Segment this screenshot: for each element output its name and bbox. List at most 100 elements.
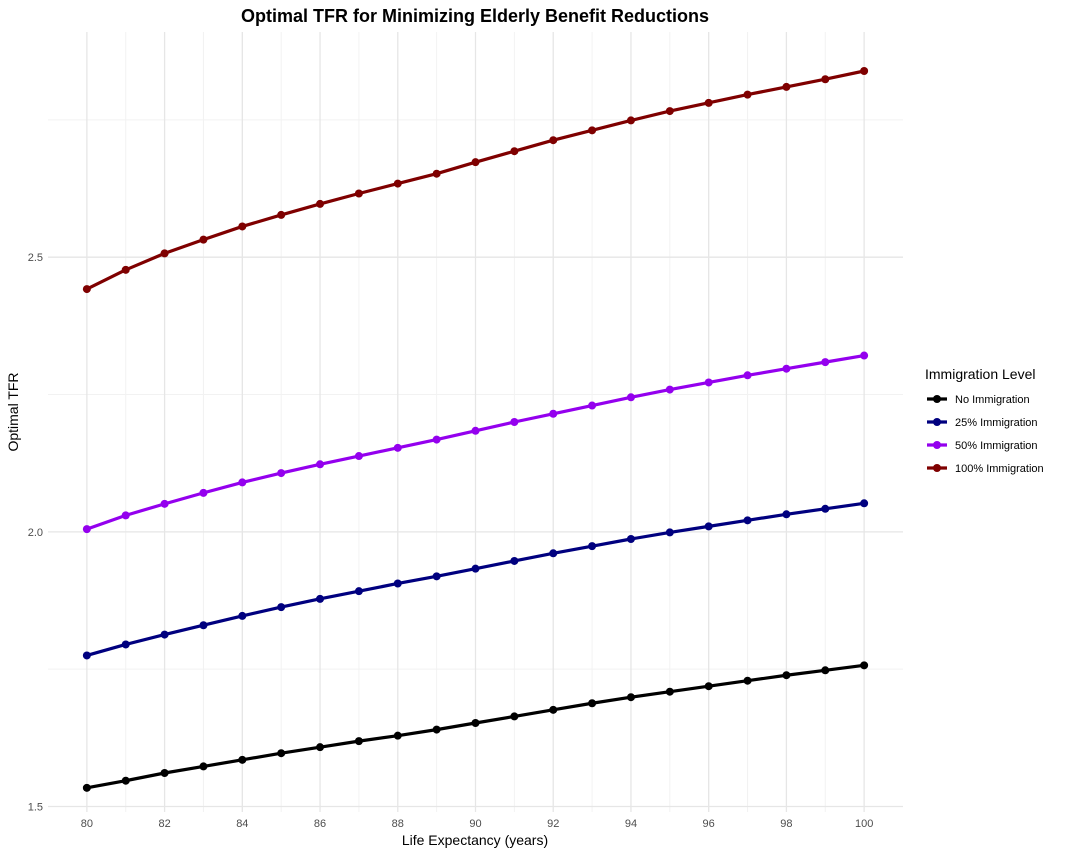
data-point bbox=[860, 661, 869, 670]
y-tick-label: 2.0 bbox=[28, 527, 43, 539]
data-point bbox=[354, 587, 363, 596]
data-point bbox=[743, 516, 752, 525]
data-point bbox=[238, 222, 247, 231]
data-point bbox=[743, 676, 752, 685]
data-point bbox=[782, 510, 791, 519]
data-point bbox=[782, 364, 791, 373]
x-tick-label: 98 bbox=[780, 818, 792, 830]
data-point bbox=[277, 210, 286, 219]
legend-key-point bbox=[933, 464, 941, 472]
data-point bbox=[277, 603, 286, 612]
x-axis-title: Life Expectancy (years) bbox=[402, 832, 548, 848]
legend-label: 25% Immigration bbox=[955, 417, 1038, 429]
data-point bbox=[549, 409, 558, 418]
x-tick-label: 100 bbox=[855, 818, 873, 830]
data-point bbox=[743, 90, 752, 99]
series-lines bbox=[82, 67, 869, 792]
data-point bbox=[238, 611, 247, 620]
data-point bbox=[121, 511, 130, 520]
data-point bbox=[432, 572, 441, 581]
data-point bbox=[277, 749, 286, 758]
x-tick-label: 82 bbox=[158, 818, 170, 830]
data-point bbox=[821, 666, 830, 675]
data-point bbox=[471, 426, 480, 435]
x-tick-label: 84 bbox=[236, 818, 248, 830]
data-point bbox=[665, 687, 674, 696]
data-point bbox=[471, 719, 480, 728]
data-point bbox=[160, 499, 169, 508]
data-point bbox=[199, 488, 208, 497]
data-point bbox=[626, 535, 635, 543]
x-tick-label: 92 bbox=[547, 818, 559, 830]
data-point bbox=[82, 525, 91, 534]
grid bbox=[48, 32, 903, 812]
data-point bbox=[82, 285, 91, 294]
data-point bbox=[588, 542, 597, 551]
data-point bbox=[704, 522, 713, 531]
data-point bbox=[704, 98, 713, 107]
data-point bbox=[860, 351, 869, 360]
data-point bbox=[626, 116, 635, 125]
data-point bbox=[626, 393, 635, 402]
data-point bbox=[238, 478, 247, 487]
legend-item: 25% Immigration bbox=[927, 417, 1038, 429]
data-point bbox=[393, 443, 402, 452]
legend-key-point bbox=[933, 395, 941, 403]
data-point bbox=[665, 107, 674, 116]
data-point bbox=[549, 705, 558, 714]
data-point bbox=[549, 136, 558, 145]
data-point bbox=[393, 179, 402, 188]
legend-title: Immigration Level bbox=[925, 366, 1036, 382]
legend-label: No Immigration bbox=[955, 394, 1030, 406]
series-group bbox=[82, 67, 869, 294]
data-point bbox=[588, 401, 597, 410]
data-point bbox=[665, 385, 674, 394]
data-point bbox=[393, 579, 402, 588]
data-point bbox=[510, 556, 519, 565]
data-point bbox=[821, 75, 830, 84]
data-point bbox=[471, 158, 480, 167]
data-point bbox=[588, 699, 597, 708]
x-tick-label: 94 bbox=[625, 818, 637, 830]
data-point bbox=[199, 621, 208, 630]
data-point bbox=[588, 126, 597, 135]
data-point bbox=[549, 549, 558, 558]
data-point bbox=[743, 371, 752, 380]
data-point bbox=[510, 147, 519, 156]
legend-label: 50% Immigration bbox=[955, 440, 1038, 452]
data-point bbox=[432, 725, 441, 734]
data-point bbox=[316, 743, 325, 752]
legend-key-point bbox=[933, 418, 941, 426]
data-point bbox=[160, 249, 169, 258]
data-point bbox=[160, 630, 169, 639]
chart-title: Optimal TFR for Minimizing Elderly Benef… bbox=[241, 6, 709, 26]
data-point bbox=[354, 737, 363, 746]
x-tick-label: 88 bbox=[392, 818, 404, 830]
data-point bbox=[316, 594, 325, 603]
series-group bbox=[82, 351, 869, 534]
series-group bbox=[82, 499, 869, 660]
data-point bbox=[626, 693, 635, 702]
data-point bbox=[510, 418, 519, 426]
data-point bbox=[354, 452, 363, 461]
data-point bbox=[821, 504, 830, 513]
data-point bbox=[782, 82, 791, 91]
data-point bbox=[665, 528, 674, 537]
legend-item: No Immigration bbox=[927, 394, 1030, 406]
x-tick-label: 80 bbox=[81, 818, 93, 830]
legend-label: 100% Immigration bbox=[955, 463, 1044, 475]
data-point bbox=[82, 783, 91, 792]
axis-ticks: 80 82 84 86 88 90 92 94 96 98 100 1.5 2.0 2.5 bbox=[28, 252, 874, 830]
data-point bbox=[432, 435, 441, 444]
data-point bbox=[238, 755, 247, 764]
legend-item: 100% Immigration bbox=[927, 463, 1044, 475]
x-tick-label: 90 bbox=[469, 818, 481, 830]
x-tick-label: 86 bbox=[314, 818, 326, 830]
data-point bbox=[82, 651, 91, 660]
data-point bbox=[316, 199, 325, 208]
data-point bbox=[782, 671, 791, 680]
x-tick-label: 96 bbox=[703, 818, 715, 830]
y-tick-label: 1.5 bbox=[28, 802, 43, 814]
